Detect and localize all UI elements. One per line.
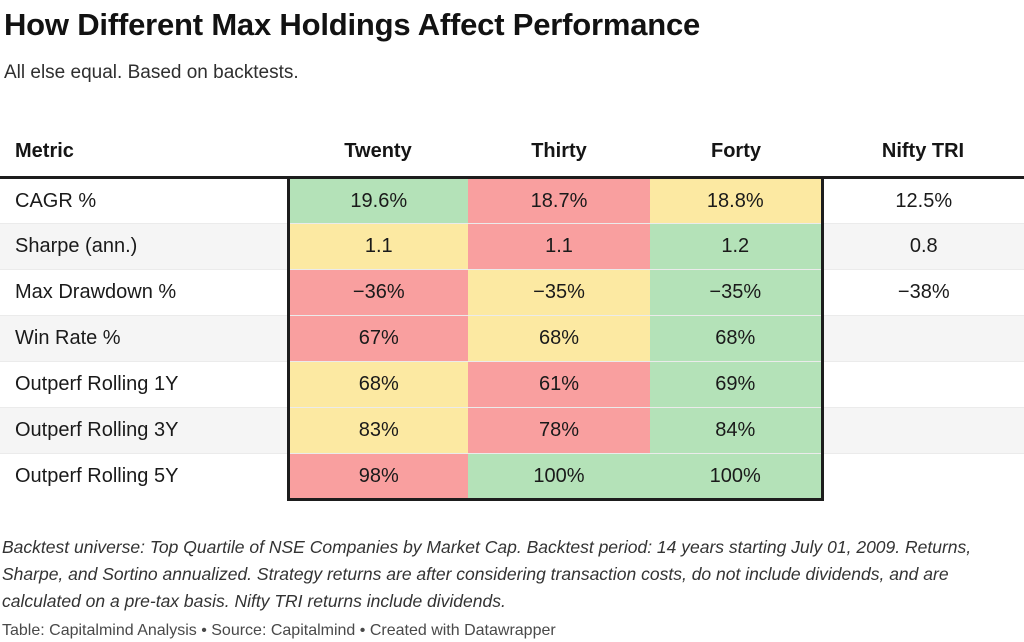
- metric-label: Win Rate %: [0, 315, 288, 362]
- value-cell: 83%: [286, 407, 468, 454]
- value-cell: 78%: [468, 407, 650, 454]
- column-header-twenty: Twenty: [288, 127, 468, 179]
- table-row-outperf-1y: Outperf Rolling 1Y 68% 61% 69%: [0, 361, 1024, 408]
- value-cell: [822, 315, 1024, 362]
- value-cell: 1.1: [468, 223, 650, 270]
- value-cell: 0.8: [822, 223, 1024, 270]
- value-cell: [822, 361, 1024, 408]
- value-cell: 12.5%: [822, 177, 1024, 224]
- table-row-max-drawdown: Max Drawdown % −36% −35% −35% −38%: [0, 269, 1024, 316]
- value-cell: −35%: [650, 269, 824, 316]
- table-row-sharpe: Sharpe (ann.) 1.1 1.1 1.2 0.8: [0, 223, 1024, 270]
- value-cell: 69%: [650, 361, 824, 408]
- value-cell: 100%: [468, 453, 650, 501]
- value-cell: −36%: [286, 269, 468, 316]
- metric-label: Max Drawdown %: [0, 269, 288, 316]
- metric-label: Outperf Rolling 5Y: [0, 453, 288, 500]
- value-cell: 100%: [650, 453, 824, 501]
- value-cell: −38%: [822, 269, 1024, 316]
- metric-label: Outperf Rolling 3Y: [0, 407, 288, 454]
- value-cell: 98%: [286, 453, 468, 501]
- metric-label: CAGR %: [0, 177, 288, 224]
- table-row-outperf-5y: Outperf Rolling 5Y 98% 100% 100%: [0, 453, 1024, 501]
- column-header-metric: Metric: [0, 127, 288, 179]
- value-cell: 84%: [650, 407, 824, 454]
- value-cell: 67%: [286, 315, 468, 362]
- value-cell: 1.2: [650, 223, 824, 270]
- value-cell: [822, 407, 1024, 454]
- page-title: How Different Max Holdings Affect Perfor…: [4, 7, 701, 42]
- value-cell: 1.1: [286, 223, 468, 270]
- value-cell: [822, 453, 1024, 500]
- table-row-win-rate: Win Rate % 67% 68% 68%: [0, 315, 1024, 362]
- value-cell: 18.8%: [650, 177, 824, 224]
- value-cell: 68%: [286, 361, 468, 408]
- performance-table: Metric Twenty Thirty Forty Nifty TRI CAG…: [0, 127, 1024, 501]
- table-row-cagr: CAGR % 19.6% 18.7% 18.8% 12.5%: [0, 177, 1024, 224]
- value-cell: 68%: [650, 315, 824, 362]
- credit-line: Table: Capitalmind Analysis • Source: Ca…: [2, 622, 556, 639]
- metric-label: Sharpe (ann.): [0, 223, 288, 270]
- footnote-text: Backtest universe: Top Quartile of NSE C…: [2, 537, 972, 611]
- column-header-forty: Forty: [650, 127, 822, 179]
- value-cell: 68%: [468, 315, 650, 362]
- value-cell: 18.7%: [468, 177, 650, 224]
- value-cell: 19.6%: [286, 177, 468, 224]
- column-header-thirty: Thirty: [468, 127, 650, 179]
- table-row-outperf-3y: Outperf Rolling 3Y 83% 78% 84%: [0, 407, 1024, 454]
- table-header-row: Metric Twenty Thirty Forty Nifty TRI: [0, 127, 1024, 179]
- metric-label: Outperf Rolling 1Y: [0, 361, 288, 408]
- value-cell: −35%: [468, 269, 650, 316]
- page-subtitle: All else equal. Based on backtests.: [4, 61, 299, 83]
- value-cell: 61%: [468, 361, 650, 408]
- column-header-nifty-tri: Nifty TRI: [822, 127, 1024, 179]
